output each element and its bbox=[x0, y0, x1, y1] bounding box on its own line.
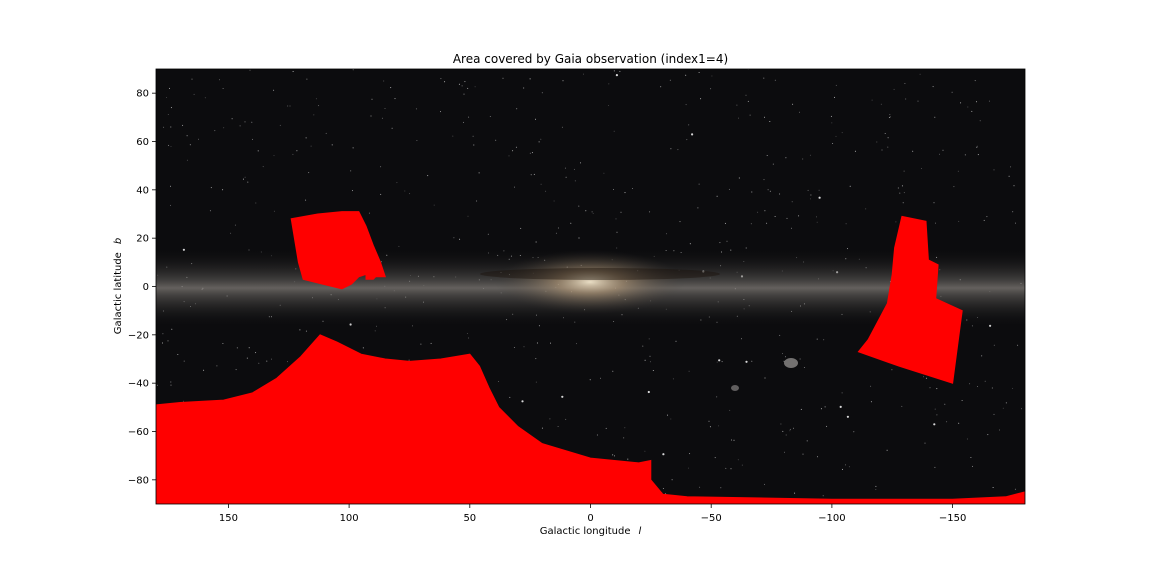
y-tick-label: −60 bbox=[128, 427, 149, 438]
x-axis: 150 100 50 0 −50 −100 −150 bbox=[219, 504, 966, 524]
y-axis-label-text: Galactic latitude bbox=[113, 252, 124, 334]
galactic-bulge bbox=[495, 250, 685, 314]
y-tick-label: −20 bbox=[128, 330, 149, 341]
chart-title: Area covered by Gaia observation (index1… bbox=[453, 52, 728, 66]
region-south bbox=[156, 334, 1025, 504]
large-magellanic-cloud bbox=[784, 358, 798, 368]
x-tick-label: 150 bbox=[219, 513, 238, 524]
small-magellanic-cloud bbox=[731, 385, 739, 391]
y-tick-label: 0 bbox=[143, 282, 149, 293]
y-tick-label: 40 bbox=[136, 185, 149, 196]
y-axis-label: Galactic latitude b bbox=[113, 238, 124, 334]
coverage-regions bbox=[156, 211, 1025, 504]
x-tick-label: 0 bbox=[587, 513, 593, 524]
y-tick-label: −40 bbox=[128, 379, 149, 390]
x-axis-label: Galactic longitude l bbox=[540, 526, 642, 537]
y-tick-label: 60 bbox=[136, 137, 149, 148]
y-axis: 80 60 40 20 0 −20 −40 −60 −80 bbox=[128, 89, 156, 486]
x-axis-label-symbol: l bbox=[639, 526, 642, 537]
y-tick-label: 20 bbox=[136, 234, 149, 245]
region-north-left bbox=[290, 211, 386, 290]
x-tick-label: −100 bbox=[818, 513, 845, 524]
y-axis-label-symbol: b bbox=[113, 238, 124, 244]
y-tick-label: 80 bbox=[136, 89, 149, 100]
region-right bbox=[857, 215, 963, 384]
x-tick-label: 100 bbox=[340, 513, 359, 524]
y-tick-label: −80 bbox=[128, 475, 149, 486]
x-tick-label: −150 bbox=[939, 513, 966, 524]
x-tick-label: 50 bbox=[463, 513, 476, 524]
x-axis-label-text: Galactic longitude bbox=[540, 526, 631, 537]
x-tick-label: −50 bbox=[701, 513, 722, 524]
dust-lane bbox=[480, 268, 720, 280]
